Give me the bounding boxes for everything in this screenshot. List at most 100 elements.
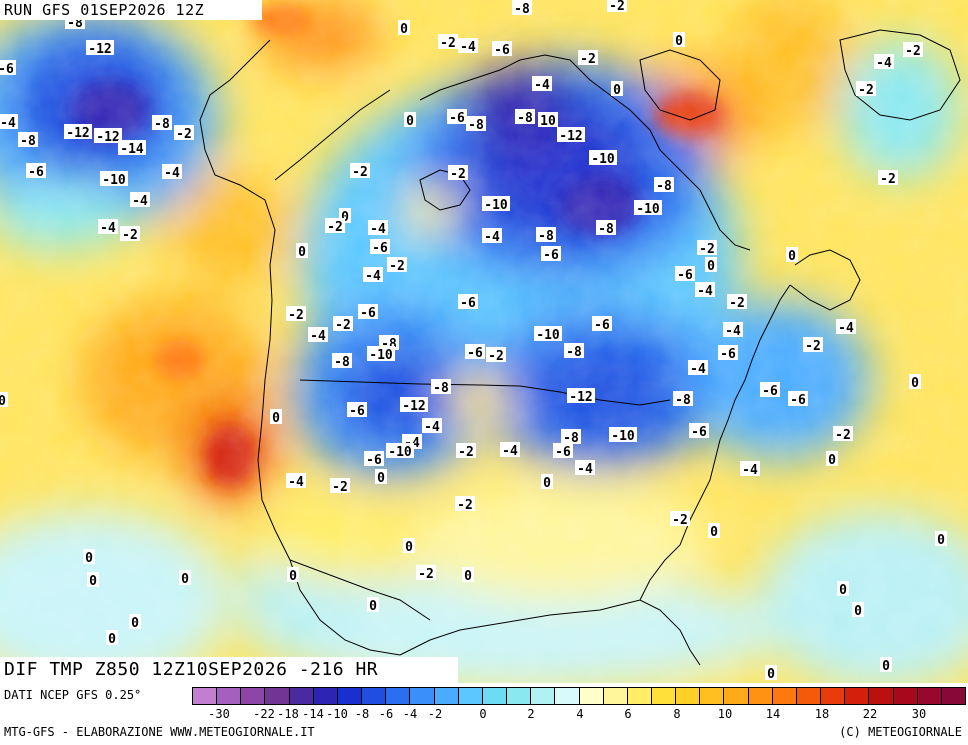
contour-label-bg [482, 196, 510, 211]
contour-label: -2 [122, 228, 138, 243]
contour-label: -6 [555, 445, 571, 460]
contour-label: -6 [790, 393, 806, 408]
contour-label-bg [557, 127, 585, 142]
contour-label: -4 [365, 269, 381, 284]
contour-label: -2 [488, 349, 504, 364]
color-legend-bar [192, 687, 966, 705]
legend-swatch [796, 688, 822, 704]
contour-label: 0 [272, 411, 280, 426]
contour-label-bg [874, 54, 894, 69]
contour-label-bg [0, 60, 16, 75]
contour-label-bg [670, 511, 690, 526]
legend-tick-label: -4 [402, 707, 418, 721]
contour-label: -2 [458, 445, 474, 460]
contour-label-bg [358, 304, 378, 319]
contour-label: -10 [369, 348, 393, 363]
legend-tick-label: 8 [673, 707, 681, 721]
contour-label: 0 [369, 599, 377, 614]
contour-label-bg [708, 523, 720, 538]
contour-label-bg [561, 429, 581, 444]
contour-label: 0 [89, 574, 97, 589]
contour-label: -6 [594, 318, 610, 333]
contour-label: -8 [334, 355, 350, 370]
contour-label: -6 [28, 165, 44, 180]
contour-label-bg [567, 388, 595, 403]
contour-label: -6 [691, 425, 707, 440]
legend-swatch [217, 688, 242, 704]
contour-label: -2 [729, 296, 745, 311]
contour-label-bg [347, 402, 367, 417]
contour-label-bg [308, 327, 328, 342]
legend-tick-label: -22 [253, 707, 275, 721]
contour-label-bg [837, 581, 849, 596]
legend-swatch [241, 688, 266, 704]
legend-swatch [869, 688, 894, 704]
legend-swatch [845, 688, 870, 704]
contour-label-bg [174, 125, 194, 140]
contour-label: 0 [854, 604, 862, 619]
legend-tick-label: -30 [208, 707, 230, 721]
contour-label-bg [788, 391, 808, 406]
contour-label-bg [26, 163, 46, 178]
contour-label-bg [541, 246, 561, 261]
contour-label: 0 [767, 667, 775, 682]
contour-label: -8 [154, 117, 170, 132]
contour-label-bg [553, 443, 573, 458]
contour-label: -6 [0, 62, 14, 77]
contour-label: -2 [835, 428, 851, 443]
contour-label-bg [86, 40, 114, 55]
run-label: RUN GFS 01SEP2026 12Z [0, 0, 262, 20]
temperature-anomaly-map: -8-12-6-4-8-12-12-14-8-2-6-4-10-4-4-20-8… [0, 0, 968, 683]
contour-label: -2 [176, 127, 192, 142]
contour-label-bg [447, 109, 467, 124]
contour-label: -8 [514, 2, 530, 17]
contour-label-bg [332, 353, 352, 368]
legend-tick-label: 18 [814, 707, 830, 721]
contour-label: -6 [762, 384, 778, 399]
contour-label: -12 [559, 129, 582, 144]
contour-label-bg [500, 442, 520, 457]
credit-left: MTG-GFS - ELABORAZIONE WWW.METEOGIORNALE… [4, 725, 315, 739]
legend-swatch [193, 688, 218, 704]
contour-label: -2 [450, 167, 466, 182]
contour-label: -8 [468, 118, 484, 133]
color-legend-ticks: -30 -22 -18 -14 -10 -8 -6 -4 -2 0 2 4 6 8 10 14 18 22 30 [192, 707, 966, 723]
contour-label-bg [578, 50, 598, 65]
contour-label-bg [370, 239, 390, 254]
contour-label: 0 [289, 569, 297, 584]
contour-label-bg [179, 570, 191, 585]
contour-label: -4 [288, 475, 304, 490]
contour-label: -6 [360, 306, 376, 321]
contour-label-bg [695, 282, 715, 297]
legend-swatch [893, 688, 918, 704]
contour-label: -6 [720, 347, 736, 362]
contour-label-bg [100, 171, 128, 186]
contour-label: 0 [613, 83, 621, 98]
contour-label-bg [422, 418, 442, 433]
legend-tick-label: 4 [576, 707, 584, 721]
contour-label-bg [723, 322, 743, 337]
legend-swatch [917, 688, 942, 704]
legend-tick-label: -10 [326, 707, 348, 721]
legend-swatch [555, 688, 580, 704]
contour-label: -2 [880, 172, 896, 187]
contour-label: -8 [563, 431, 579, 446]
contour-label: -12 [96, 130, 119, 145]
contour-label: -8 [517, 111, 533, 126]
contour-label-bg [673, 32, 685, 47]
contour-label: 0 [882, 659, 890, 674]
contour-label: -4 [100, 221, 116, 236]
contour-label: -2 [609, 0, 625, 14]
contour-label: 0 [464, 569, 472, 584]
contour-label: 0 [788, 249, 796, 264]
contour-label: 0 [710, 525, 718, 540]
contour-label-bg [592, 316, 612, 331]
contour-label-bg [740, 461, 760, 476]
contour-label-bg [400, 397, 428, 412]
contour-label-bg [350, 163, 370, 178]
contour-labels: -8-12-6-4-8-12-12-14-8-2-6-4-10-4-4-20-8… [0, 0, 947, 682]
contour-label: -8 [656, 179, 672, 194]
contour-label-bg [0, 392, 8, 407]
contour-label-bg [836, 319, 856, 334]
legend-tick-label: 2 [527, 707, 535, 721]
